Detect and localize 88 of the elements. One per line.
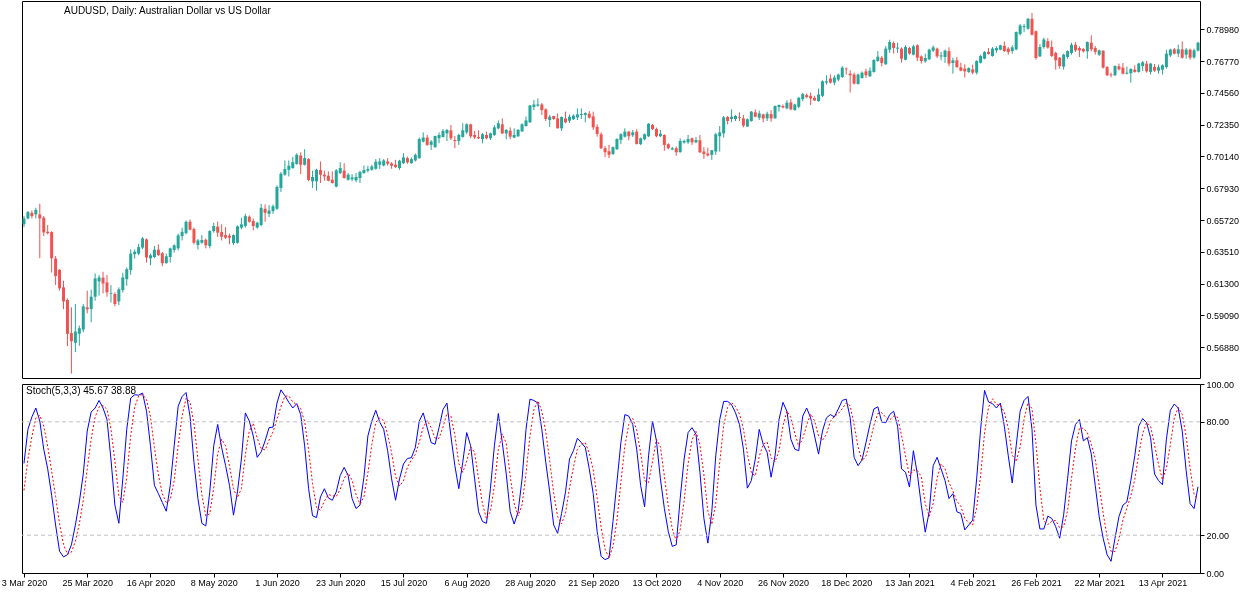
candlestick — [196, 238, 200, 250]
candlestick — [358, 170, 362, 184]
candlestick — [437, 131, 441, 144]
y-tick-label: 0.00 — [1206, 568, 1225, 579]
y-tick-label: 0.63510 — [1206, 247, 1240, 258]
candlestick — [318, 160, 322, 184]
x-tick-label: 13 Jan 2021 — [885, 577, 935, 588]
x-tick-label: 4 Feb 2021 — [950, 577, 996, 588]
candlestick — [698, 134, 702, 154]
candlestick — [366, 165, 370, 173]
x-tick-label: 28 Aug 2020 — [505, 577, 556, 588]
y-tick-label: 80.00 — [1206, 417, 1230, 428]
candlestick — [445, 128, 449, 142]
x-tick-label: 26 Feb 2021 — [1011, 577, 1062, 588]
x-tick-label: 6 Aug 2020 — [444, 577, 490, 588]
candlestick — [607, 144, 611, 159]
candlestick — [449, 124, 453, 141]
y-tick-label: 0.59090 — [1206, 310, 1240, 321]
x-tick-label: 21 Sep 2020 — [568, 577, 620, 588]
y-tick-label: 0.61300 — [1206, 279, 1240, 290]
x-tick-label: 4 Nov 2020 — [697, 577, 744, 588]
candlestick — [263, 203, 267, 223]
candlestick — [73, 303, 77, 353]
candlestick — [109, 284, 113, 303]
candlestick — [315, 168, 318, 192]
x-tick-label: 13 Oct 2020 — [632, 577, 682, 588]
candlestick — [259, 203, 263, 227]
x-tick-label: 13 Apr 2021 — [1138, 577, 1188, 588]
candlestick — [267, 204, 271, 218]
candlestick — [81, 303, 85, 333]
y-tick-label: 0.76770 — [1206, 56, 1240, 67]
x-tick-label: 26 Nov 2020 — [757, 577, 809, 588]
candlestick — [129, 248, 133, 276]
x-tick-label: 1 Jun 2020 — [255, 577, 300, 588]
candlestick — [105, 274, 109, 298]
candlestick — [307, 157, 311, 182]
y-tick-label: 0.74560 — [1206, 88, 1240, 99]
x-tick-label: 3 Mar 2020 — [1, 577, 48, 588]
candlestick — [884, 45, 888, 66]
candlestick — [939, 51, 943, 61]
x-tick-label: 23 Jun 2020 — [315, 577, 366, 588]
candlestick — [947, 46, 951, 67]
candlestick — [722, 115, 726, 139]
candlestick — [417, 137, 421, 160]
candlestick — [686, 134, 690, 145]
candlestick — [769, 109, 773, 123]
candlestick — [22, 215, 26, 228]
x-tick-label: 18 Dec 2020 — [821, 577, 873, 588]
candlestick — [42, 215, 46, 237]
y-tick-label: 0.65720 — [1206, 215, 1240, 226]
candlestick — [1022, 23, 1026, 33]
chart-title: Stoch(5,3,3) 45.67 38.88 — [26, 385, 137, 396]
chart-title: AUDUSD, Daily: Australian Dollar vs US Dollar — [64, 5, 272, 16]
candlestick — [714, 132, 718, 156]
x-tick-label: 25 Mar 2020 — [62, 577, 113, 588]
candlestick — [429, 139, 433, 151]
candlestick — [453, 135, 457, 149]
y-tick-label: 0.70140 — [1206, 151, 1240, 162]
candlestick — [299, 151, 303, 175]
candlestick — [208, 229, 212, 249]
y-tick-label: 0.67930 — [1206, 183, 1240, 194]
candlestick — [354, 172, 358, 183]
x-tick-label: 15 Jul 2020 — [380, 577, 428, 588]
candlestick — [350, 173, 354, 182]
candlestick — [1164, 49, 1168, 70]
candlestick — [1121, 62, 1125, 76]
y-tick-label: 0.78980 — [1206, 24, 1240, 35]
candlestick — [85, 290, 89, 314]
candlestick — [579, 107, 583, 120]
candlestick — [1125, 66, 1129, 76]
candlestick — [200, 234, 204, 245]
y-tick-label: 0.56880 — [1206, 342, 1240, 353]
candlestick — [591, 111, 595, 131]
y-tick-label: 20.00 — [1206, 530, 1230, 541]
candlestick — [38, 203, 42, 259]
candlestick — [864, 68, 868, 79]
x-tick-label: 22 Mar 2021 — [1074, 577, 1125, 588]
candlestick — [54, 255, 58, 286]
candlestick — [30, 210, 34, 219]
candlestick — [951, 57, 955, 75]
y-tick-label: 0.72350 — [1206, 120, 1240, 131]
y-tick-label: 100.00 — [1206, 379, 1235, 390]
candlestick — [896, 42, 900, 54]
candlestick — [97, 274, 101, 297]
x-tick-label: 16 Apr 2020 — [126, 577, 176, 588]
candlestick — [943, 49, 947, 64]
candlestick — [536, 97, 540, 108]
x-tick-label: 8 May 2020 — [190, 577, 238, 588]
